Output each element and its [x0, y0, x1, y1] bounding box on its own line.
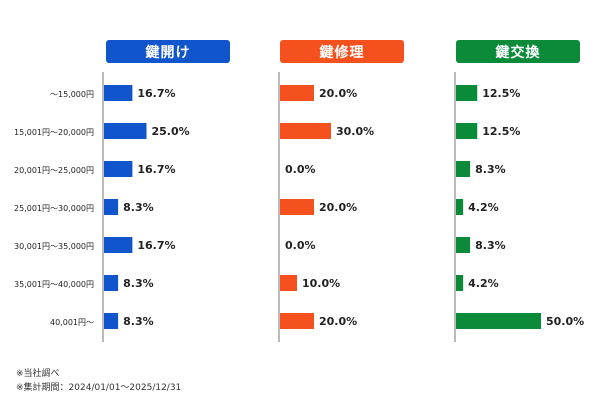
bar-value-label: 20.0% — [319, 87, 357, 100]
bar-value-label: 50.0% — [546, 315, 584, 328]
category-label: 30,001円〜35,000円 — [14, 242, 94, 251]
bar — [456, 161, 471, 177]
bar-value-label: 16.7% — [137, 163, 175, 176]
bar-value-label: 20.0% — [319, 201, 357, 214]
bar-value-label: 4.2% — [468, 201, 499, 214]
bar — [456, 313, 541, 329]
bar — [104, 237, 133, 253]
panel-header-key-unlock: 鍵開け — [106, 40, 230, 63]
bar-value-label: 16.7% — [137, 87, 175, 100]
bar — [104, 313, 119, 329]
bar — [456, 123, 478, 139]
footnote-source: ※当社調べ — [16, 369, 60, 379]
bar-value-label: 8.3% — [475, 239, 506, 252]
bar-value-label: 8.3% — [123, 315, 154, 328]
bar — [104, 199, 119, 215]
bar — [280, 313, 314, 329]
bar-value-label: 20.0% — [319, 315, 357, 328]
bar-value-label: 10.0% — [302, 277, 340, 290]
panel-header-key-replace: 鍵交換 — [456, 40, 580, 63]
bar — [104, 275, 119, 291]
panel-header-key-repair: 鍵修理 — [280, 40, 404, 63]
bar — [456, 199, 464, 215]
category-label: 20,001円〜25,000円 — [14, 166, 94, 175]
bar-value-label: 12.5% — [482, 87, 520, 100]
bar-value-label: 0.0% — [285, 163, 316, 176]
bar-value-label: 8.3% — [475, 163, 506, 176]
bar-value-label: 25.0% — [152, 125, 190, 138]
bar-value-label: 8.3% — [123, 277, 154, 290]
bar-value-label: 16.7% — [137, 239, 175, 252]
bar — [456, 85, 478, 101]
bar — [104, 85, 133, 101]
category-label: 40,001円〜 — [50, 318, 94, 327]
bar-value-label: 12.5% — [482, 125, 520, 138]
footnote-period: ※集計期間：2024/01/01〜2025/12/31 — [16, 383, 182, 393]
bar — [104, 161, 133, 177]
bar — [280, 275, 297, 291]
category-label: 35,001円〜40,000円 — [14, 280, 94, 289]
bar-value-label: 8.3% — [123, 201, 154, 214]
category-label: 〜15,000円 — [50, 90, 94, 99]
bar-value-label: 30.0% — [336, 125, 374, 138]
category-label: 15,001円〜20,000円 — [14, 128, 94, 137]
bar-value-label: 4.2% — [468, 277, 499, 290]
bar-value-label: 0.0% — [285, 239, 316, 252]
bar — [456, 237, 471, 253]
bar — [280, 85, 314, 101]
bar — [456, 275, 464, 291]
category-label: 25,001円〜30,000円 — [14, 204, 94, 213]
bar — [280, 123, 331, 139]
bar — [280, 199, 314, 215]
bar — [104, 123, 147, 139]
